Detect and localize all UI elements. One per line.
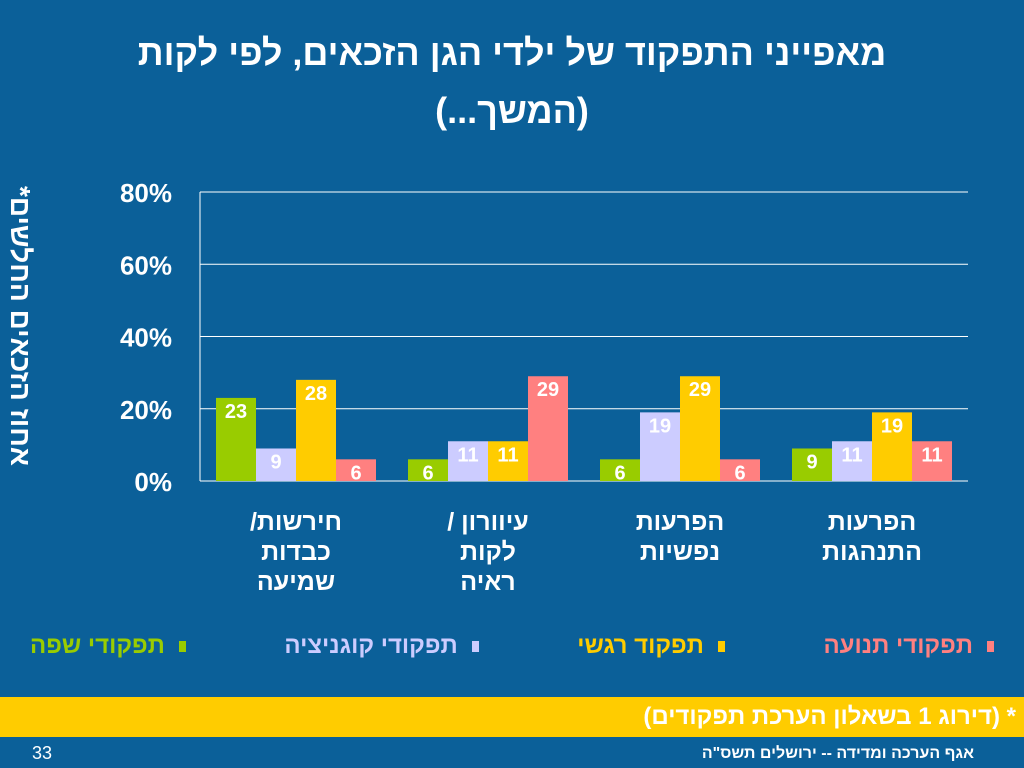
y-tick-label: 80%	[120, 178, 172, 208]
data-label: 19	[881, 415, 903, 437]
legend-label: תפקוד רגשי	[577, 632, 704, 659]
bar	[216, 397, 256, 481]
footnote: * (דירוג 1 בשאלון הערכת תפקודים)	[0, 697, 1024, 737]
data-label: 23	[225, 401, 247, 423]
bar	[528, 376, 568, 481]
legend: תפקודי שפה תפקודי קוגניציה תפקוד רגשי תפקוד…	[30, 632, 994, 660]
x-category-label: ראיה	[460, 568, 515, 596]
data-label: 6	[422, 462, 433, 484]
data-label: 11	[457, 444, 478, 466]
legend-swatch	[178, 640, 186, 652]
legend-item: תפקודי קוגניציה	[284, 632, 479, 660]
legend-label: תפקודי תנועה	[823, 632, 973, 659]
legend-swatch	[987, 640, 994, 652]
x-category-label: כבדות	[261, 538, 331, 566]
data-label: 6	[614, 462, 625, 484]
bar	[600, 459, 640, 481]
x-category-label: הפרעות	[828, 508, 917, 536]
bar	[832, 441, 872, 481]
data-label: 29	[689, 379, 711, 401]
x-category-label: חירשות/	[250, 508, 342, 536]
y-tick-label: 20%	[120, 395, 172, 425]
x-category-label: הפרעות	[636, 508, 725, 536]
x-category-label: לקות	[460, 538, 516, 566]
bar	[448, 441, 488, 481]
bar	[640, 412, 680, 481]
bar	[408, 459, 448, 481]
data-label: 9	[270, 451, 281, 473]
legend-item: תפקודי שפה	[30, 632, 186, 660]
bar	[336, 459, 376, 481]
legend-item: תפקוד רגשי	[577, 632, 725, 660]
data-label: 19	[649, 415, 671, 437]
data-label: 11	[841, 444, 862, 466]
legend-swatch	[717, 640, 725, 652]
legend-item: תפקודי תנועה	[823, 632, 994, 660]
y-tick-label: 0%	[134, 467, 172, 497]
footer-text: אגף הערכה ומדידה -- ירושלים תשס"ה	[701, 745, 974, 762]
data-label: 6	[734, 462, 745, 484]
bar	[488, 441, 528, 481]
x-category-label: עיוורון /	[447, 508, 528, 536]
slide-title: מאפייני התפקוד של ילדי הגן הזכאים, לפי ל…	[0, 24, 1024, 140]
title-line-1: מאפייני התפקוד של ילדי הגן הזכאים, לפי ל…	[137, 32, 887, 73]
page-number: 33	[32, 743, 53, 763]
bar	[680, 376, 720, 481]
x-category-label: שמיעה	[257, 568, 335, 596]
y-tick-label: 40%	[120, 323, 172, 353]
data-label: 28	[305, 383, 327, 405]
legend-label: תפקודי שפה	[30, 632, 165, 659]
bar	[872, 412, 912, 481]
data-label: 9	[806, 451, 817, 473]
data-label: 6	[350, 462, 361, 484]
bar	[912, 441, 952, 481]
data-label: 11	[921, 444, 942, 466]
data-label: 11	[497, 444, 518, 466]
bar	[720, 459, 760, 481]
x-category-label: נפשיות	[640, 538, 720, 566]
legend-swatch	[471, 640, 479, 652]
y-tick-label: 60%	[120, 250, 172, 280]
x-category-label: התנהגות	[822, 538, 922, 566]
bar	[792, 448, 832, 481]
data-label: 29	[537, 379, 559, 401]
legend-label: תפקודי קוגניציה	[284, 632, 458, 659]
bar	[256, 448, 296, 481]
title-line-2: (המשך...)	[435, 90, 589, 131]
bar	[296, 379, 336, 481]
